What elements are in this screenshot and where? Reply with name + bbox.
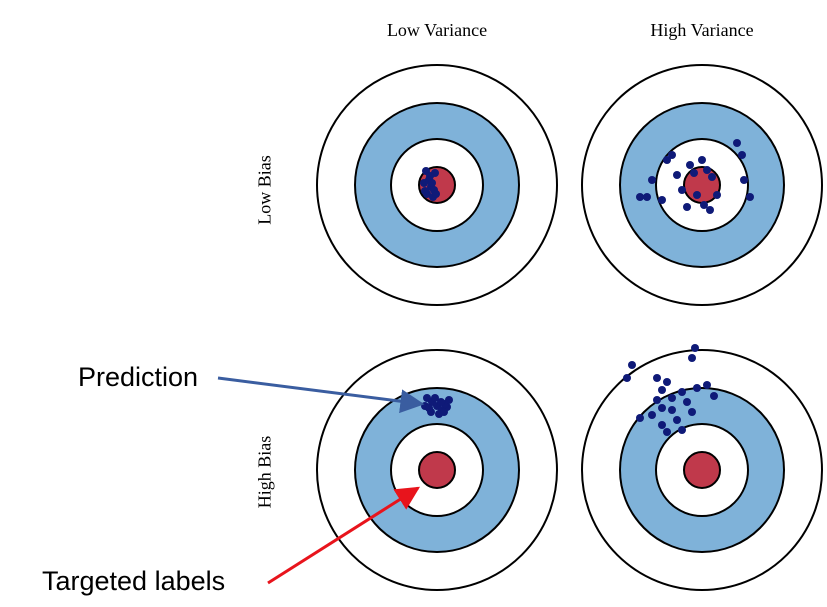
prediction-dot [663, 156, 671, 164]
prediction-dot [663, 428, 671, 436]
prediction-dot [648, 176, 656, 184]
prediction-dot [683, 203, 691, 211]
prediction-dot [688, 354, 696, 362]
prediction-dot [700, 201, 708, 209]
prediction-dot [428, 179, 436, 187]
prediction-dot [425, 404, 433, 412]
prediction-dot [688, 408, 696, 416]
prediction-dot [738, 151, 746, 159]
prediction-dot [431, 169, 439, 177]
prediction-dot [636, 414, 644, 422]
prediction-label: Prediction [78, 362, 199, 392]
prediction-dot [648, 411, 656, 419]
prediction-dot [693, 384, 701, 392]
prediction-dot [703, 166, 711, 174]
prediction-dot [706, 206, 714, 214]
prediction-dot [431, 394, 439, 402]
target-low-bias-low-variance [316, 64, 558, 306]
prediction-dot [703, 381, 711, 389]
row-label-high-bias: High Bias [254, 435, 275, 509]
prediction-dot [653, 396, 661, 404]
bullseye [418, 451, 456, 489]
prediction-dot [678, 186, 686, 194]
prediction-dot [421, 187, 429, 195]
row-label-low-bias: Low Bias [254, 155, 275, 225]
prediction-dot [708, 173, 716, 181]
prediction-dot [710, 392, 718, 400]
prediction-dot [678, 426, 686, 434]
prediction-dot [628, 361, 636, 369]
prediction-dot [623, 374, 631, 382]
prediction-dot [690, 169, 698, 177]
column-label-high-variance: High Variance [650, 20, 754, 40]
prediction-dot [658, 196, 666, 204]
prediction-dot [445, 396, 453, 404]
prediction-dot [658, 386, 666, 394]
prediction-dot [683, 398, 691, 406]
prediction-dot [437, 398, 445, 406]
prediction-dot [432, 190, 440, 198]
target-high-bias-low-variance [316, 349, 558, 591]
prediction-dot [691, 344, 699, 352]
prediction-dot [663, 378, 671, 386]
prediction-dot [686, 161, 694, 169]
column-label-low-variance: Low Variance [386, 20, 488, 40]
prediction-dot [658, 404, 666, 412]
prediction-dot [693, 191, 701, 199]
prediction-dot [740, 176, 748, 184]
targeted-labels-arrow [267, 486, 421, 585]
prediction-dot [746, 193, 754, 201]
prediction-dot [668, 394, 676, 402]
target-high-bias-high-variance [581, 344, 823, 591]
prediction-dot [658, 421, 666, 429]
target-low-bias-high-variance [581, 64, 823, 306]
prediction-dot [653, 374, 661, 382]
prediction-dot [733, 139, 741, 147]
prediction-dot [668, 406, 676, 414]
prediction-dot [643, 193, 651, 201]
targeted-labels-label: Targeted labels [42, 566, 226, 596]
prediction-dot [668, 151, 676, 159]
prediction-dot [673, 416, 681, 424]
prediction-dot [698, 156, 706, 164]
prediction-arrow [217, 376, 425, 414]
prediction-dot [440, 408, 448, 416]
prediction-dot [713, 191, 721, 199]
prediction-dot [636, 193, 644, 201]
prediction-dot [673, 171, 681, 179]
prediction-dot [678, 388, 686, 396]
bullseye [683, 451, 721, 489]
